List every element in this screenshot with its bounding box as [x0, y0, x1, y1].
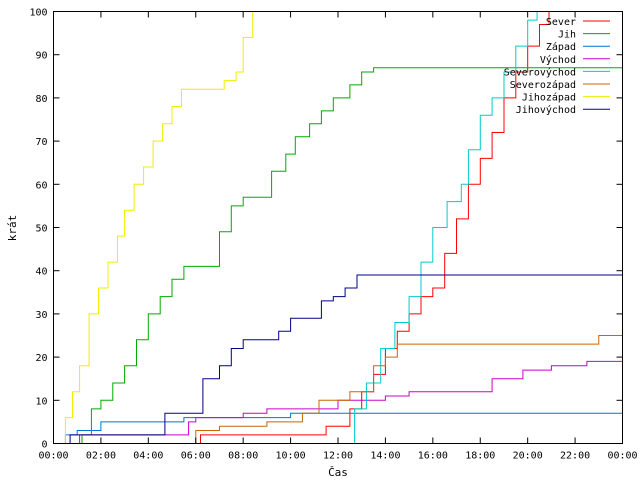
y-tick-label: 80 [35, 94, 47, 105]
x-tick-label: 16:00 [418, 451, 448, 462]
series-line-7 [53, 274, 623, 444]
y-tick-label: 0 [41, 440, 47, 451]
x-tick-label: 14:00 [370, 451, 400, 462]
series-line-1 [53, 67, 623, 444]
y-tick-label: 20 [35, 353, 47, 364]
x-tick-label: 10:00 [276, 451, 306, 462]
y-tick-label: 100 [29, 8, 47, 19]
legend-label: Severovýchod [504, 66, 576, 78]
legend-label: Jih [558, 30, 576, 41]
x-tick-label: 08:00 [228, 451, 258, 462]
legend-label: Jihozápad [522, 92, 576, 104]
series-line-3 [53, 360, 623, 444]
x-tick-label: 20:00 [513, 451, 543, 462]
x-tick-label: 22:00 [560, 451, 590, 462]
legend-label: Severozápad [510, 79, 576, 91]
x-tick-label: 18:00 [465, 451, 495, 462]
legend-label: Západ [546, 41, 576, 53]
y-tick-label: 60 [35, 180, 47, 191]
y-tick-label: 40 [35, 267, 47, 278]
legend-label: Sever [546, 17, 576, 28]
series-line-0 [53, 11, 550, 444]
x-tick-label: 02:00 [86, 451, 116, 462]
legend-label: Východ [540, 54, 576, 66]
legend-label: Jihovýchod [516, 104, 576, 116]
legend: Sever JihZápadVýchodSeverovýchodSeverozáp… [504, 17, 610, 116]
x-tick-label: 04:00 [133, 451, 163, 462]
x-tick-label: 06:00 [181, 451, 211, 462]
y-axis-title: krát [6, 215, 19, 242]
x-tick-label: 00:00 [607, 451, 637, 462]
ticks-layer: 0 10 20 30 40 50 60 70 80 90 100 00:00 02:00 04:00 06:… [29, 8, 637, 462]
y-tick-label: 30 [35, 310, 47, 321]
y-tick-label: 10 [35, 396, 47, 407]
series-layer [53, 11, 623, 444]
series-line-5 [53, 335, 623, 444]
y-tick-label: 90 [35, 51, 47, 62]
y-tick-label: 50 [35, 224, 47, 235]
y-tick-label: 70 [35, 137, 47, 148]
x-axis-title: Čas [328, 466, 348, 479]
series-line-6 [53, 11, 254, 444]
x-tick-label: 00:00 [38, 451, 68, 462]
x-tick-label: 12:00 [323, 451, 353, 462]
